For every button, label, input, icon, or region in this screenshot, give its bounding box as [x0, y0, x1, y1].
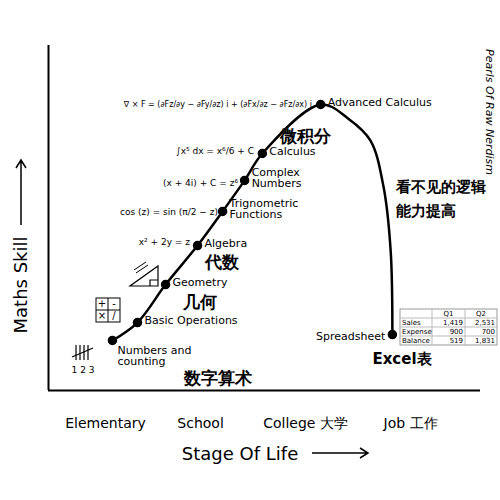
- svg-text:Numbers andcounting: Numbers andcounting: [117, 344, 191, 368]
- svg-text:1,419: 1,419: [443, 319, 463, 327]
- svg-text:2,531: 2,531: [475, 319, 495, 327]
- svg-text:Basic Operations: Basic Operations: [144, 314, 237, 327]
- svg-text:Pearls Of Raw Nerdism: Pearls Of Raw Nerdism: [483, 49, 496, 175]
- svg-text:519: 519: [450, 337, 463, 345]
- svg-text:TrignometricFunctions: TrignometricFunctions: [229, 197, 299, 221]
- svg-text:College 大学: College 大学: [263, 415, 348, 431]
- svg-text:几何: 几何: [182, 292, 217, 312]
- svg-text:Q2: Q2: [476, 310, 486, 318]
- svg-text:Spreadsheet: Spreadsheet: [316, 330, 386, 343]
- svg-text:微积分: 微积分: [279, 126, 332, 146]
- svg-text:ComplexNumbers: ComplexNumbers: [252, 166, 302, 190]
- svg-text:(x + 4i) + C = z⁶: (x + 4i) + C = z⁶: [163, 178, 238, 188]
- svg-text:∫x⁵ dx = x⁶/6 + C: ∫x⁵ dx = x⁶/6 + C: [176, 146, 254, 156]
- svg-text:×: ×: [98, 310, 106, 321]
- svg-text:/: /: [112, 310, 116, 321]
- svg-text:Advanced Calculus: Advanced Calculus: [328, 96, 432, 109]
- svg-text:Q1: Q1: [444, 310, 454, 318]
- svg-text:1 2 3: 1 2 3: [72, 365, 95, 375]
- svg-text:Sales: Sales: [402, 319, 421, 327]
- svg-text:900: 900: [450, 328, 463, 336]
- svg-text:Maths Skill: Maths Skill: [10, 237, 31, 334]
- svg-text:Geometry: Geometry: [173, 276, 228, 289]
- svg-text:cos (z) = sin (π/2 − z): cos (z) = sin (π/2 − z): [120, 207, 218, 217]
- svg-text:Balance: Balance: [402, 337, 430, 345]
- svg-text:Algebra: Algebra: [205, 237, 248, 250]
- svg-text:看不见的逻辑能力提高: 看不见的逻辑能力提高: [395, 178, 486, 220]
- svg-text:+: +: [98, 298, 106, 309]
- svg-text:Excel表: Excel表: [372, 350, 432, 368]
- svg-text:Calculus: Calculus: [269, 145, 316, 158]
- svg-text:-: -: [112, 298, 116, 309]
- svg-text:代数: 代数: [204, 252, 240, 272]
- svg-text:x² + 2y = z: x² + 2y = z: [139, 237, 191, 247]
- svg-text:Stage Of Life: Stage Of Life: [182, 443, 298, 464]
- svg-text:1,831: 1,831: [475, 337, 495, 345]
- svg-text:数字算术: 数字算术: [183, 368, 252, 388]
- svg-text:∇ × F = (∂Fz/∂y − ∂Fy/∂z) i +: ∇ × F = (∂Fz/∂y − ∂Fy/∂z) i + (∂Fx/∂z − …: [123, 100, 312, 109]
- svg-text:Expense: Expense: [402, 328, 432, 336]
- svg-text:Job 工作: Job 工作: [383, 415, 438, 431]
- svg-text:Elementary: Elementary: [65, 415, 146, 431]
- svg-text:700: 700: [482, 328, 495, 336]
- svg-text:School: School: [177, 415, 223, 431]
